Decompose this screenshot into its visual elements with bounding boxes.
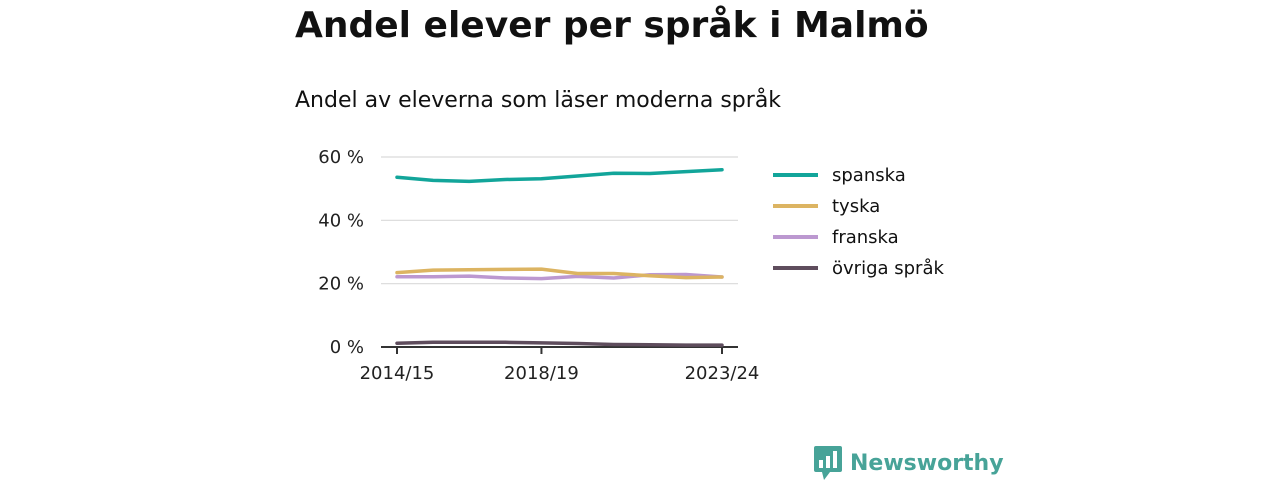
series-line-spanska xyxy=(395,167,724,184)
gridlines xyxy=(381,156,738,285)
y-tick-label: 40 % xyxy=(318,210,364,231)
x-tick-label: 2023/24 xyxy=(685,363,760,384)
legend: spanska tyska franska övriga språk xyxy=(773,165,944,279)
legend-label: franska xyxy=(832,227,899,248)
brand-logo: Newsworthy xyxy=(814,446,1004,480)
chart-subtitle: Andel av eleverna som läser moderna språ… xyxy=(295,88,782,113)
x-tick-label: 2014/15 xyxy=(360,363,435,384)
series-line-övriga-språk xyxy=(395,340,724,347)
y-axis-ticks: 0 % 20 % 40 % 60 % xyxy=(318,147,364,358)
legend-label: spanska xyxy=(832,165,906,186)
legend-label: tyska xyxy=(832,196,880,217)
x-axis: 2014/15 2018/19 2023/24 xyxy=(360,346,760,384)
brand-name: Newsworthy xyxy=(850,450,1004,476)
chart-title: Andel elever per språk i Malmö xyxy=(295,5,929,46)
bar-chart-speech-bubble-icon xyxy=(814,446,842,480)
y-tick-label: 0 % xyxy=(330,337,364,358)
series-line-tyska xyxy=(395,267,724,280)
legend-label: övriga språk xyxy=(832,258,944,279)
y-tick-label: 20 % xyxy=(318,274,364,295)
x-tick-label: 2018/19 xyxy=(504,363,579,384)
series-line-franska xyxy=(395,272,724,281)
series-lines xyxy=(395,167,724,347)
y-tick-label: 60 % xyxy=(318,147,364,168)
